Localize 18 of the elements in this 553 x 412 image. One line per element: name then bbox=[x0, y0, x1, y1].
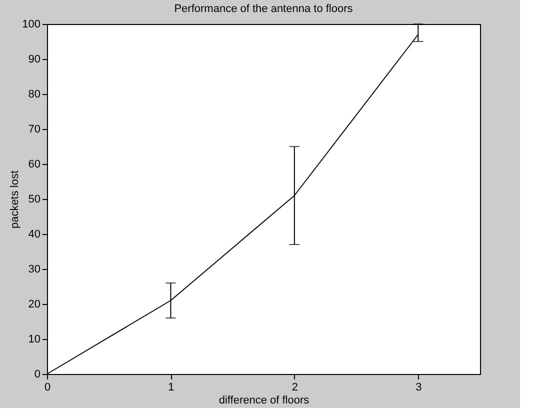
y-tick-label: 20 bbox=[28, 298, 40, 310]
y-tick-label: 40 bbox=[28, 228, 40, 240]
x-axis-title: difference of floors bbox=[218, 394, 310, 406]
y-tick-label: 30 bbox=[28, 264, 40, 276]
y-tick-label: 90 bbox=[28, 54, 40, 66]
x-tick-label: 3 bbox=[416, 382, 422, 394]
y-tick-label: 50 bbox=[28, 194, 40, 206]
y-tick-label: 60 bbox=[28, 158, 40, 170]
y-tick-label: 100 bbox=[22, 18, 40, 30]
x-tick-label: 1 bbox=[168, 382, 174, 394]
y-axis-title: packets lost bbox=[9, 170, 22, 229]
y-tick-label: 10 bbox=[28, 334, 40, 346]
y-tick-label: 70 bbox=[28, 124, 40, 136]
x-tick-label: 0 bbox=[44, 382, 51, 394]
y-tick-label: 80 bbox=[28, 88, 40, 100]
chart-title: Performance of the antenna to floors bbox=[174, 3, 354, 15]
y-tick-label: 0 bbox=[34, 368, 40, 380]
x-tick-label: 2 bbox=[292, 382, 298, 394]
